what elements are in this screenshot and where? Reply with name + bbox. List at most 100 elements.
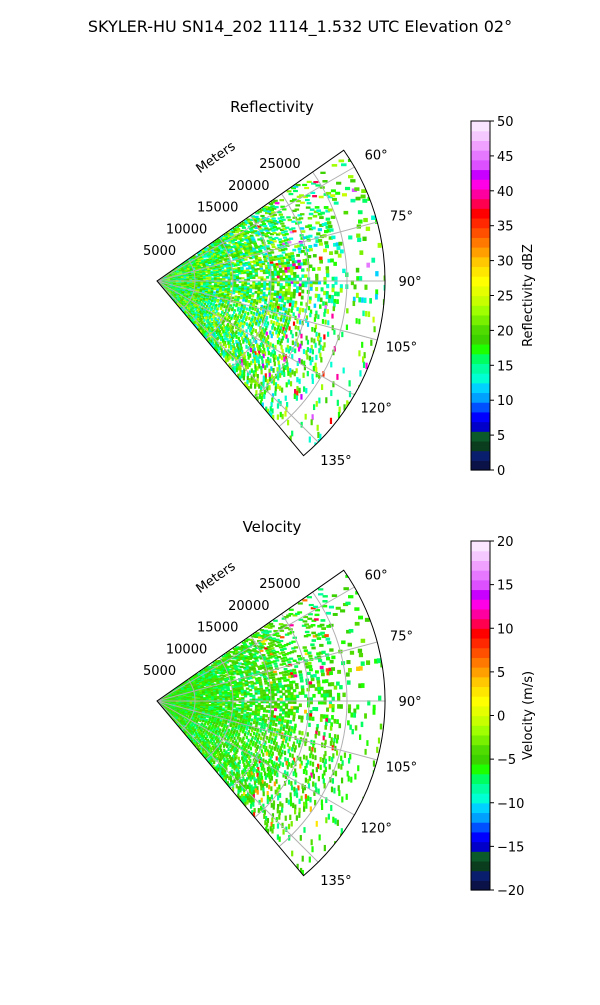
colorbar-segment (471, 199, 490, 209)
azimuth-tick-label: 90° (399, 275, 422, 290)
colorbar-segment (471, 431, 490, 441)
radial-tick-label: 10000 (166, 222, 207, 237)
reflectivity-title: Reflectivity (230, 98, 314, 116)
radial-tick-label: 25000 (259, 577, 300, 592)
colorbar-segment (471, 638, 490, 648)
colorbar-segment (471, 189, 490, 199)
colorbar-segment (471, 551, 490, 561)
colorbar-tick-label: 20 (497, 535, 514, 550)
colorbar-tick-label: 35 (497, 220, 514, 235)
colorbar-segment (471, 628, 490, 638)
colorbar-segment (471, 402, 490, 412)
colorbar-tick-label: 10 (497, 394, 514, 409)
colorbar-tick-label: −5 (497, 753, 516, 768)
velocity-title: Velocity (243, 518, 302, 536)
colorbar-segment (471, 783, 490, 793)
colorbar-segment (471, 334, 490, 344)
colorbar-segment (471, 570, 490, 580)
colorbar-segment (471, 706, 490, 716)
radial-tick-label: 15000 (197, 201, 238, 216)
azimuth-tick-label: 105° (386, 341, 417, 356)
colorbar-segment (471, 648, 490, 658)
colorbar-segment (471, 305, 490, 315)
colorbar-segment (471, 140, 490, 150)
colorbar-segment (471, 745, 490, 755)
colorbar-segment (471, 609, 490, 619)
colorbar-segment (471, 373, 490, 383)
colorbar-segment (471, 354, 490, 364)
azimuth-tick-label: 135° (320, 454, 351, 469)
colorbar-segment (471, 383, 490, 393)
colorbar-segment (471, 832, 490, 842)
reflectivity-panel: Reflectivity 500010000150002000025000Met… (143, 98, 536, 479)
colorbar-tick-label: 50 (497, 115, 514, 130)
colorbar-tick-label: 10 (497, 622, 514, 637)
colorbar-segment (471, 441, 490, 451)
colorbar-segment (471, 422, 490, 432)
colorbar-segment (471, 325, 490, 335)
colorbar-segment (471, 754, 490, 764)
colorbar-segment (471, 541, 490, 551)
radial-axis-label: Meters (194, 139, 239, 177)
azimuth-tick-label: 105° (386, 761, 417, 776)
colorbar-tick-label: 15 (497, 579, 514, 594)
colorbar-segment (471, 169, 490, 179)
colorbar-segment (471, 725, 490, 735)
radar-field (158, 575, 384, 876)
azimuth-tick-label: 90° (399, 695, 422, 710)
colorbar-segment (471, 803, 490, 813)
colorbar-tick-label: −15 (497, 840, 524, 855)
colorbar-segment (471, 315, 490, 325)
colorbar-segment (471, 218, 490, 228)
radial-tick-label: 15000 (197, 621, 238, 636)
colorbar-tick-label: −10 (497, 797, 524, 812)
colorbar-segment (471, 619, 490, 629)
colorbar-segment (471, 851, 490, 861)
colorbar-segment (471, 121, 490, 131)
radial-tick-label: 25000 (259, 157, 300, 172)
colorbar-tick-label: 5 (497, 666, 505, 681)
azimuth-tick-label: 135° (320, 874, 351, 889)
colorbar-segment (471, 812, 490, 822)
colorbar-segment (471, 667, 490, 677)
colorbar-segment (471, 774, 490, 784)
colorbar-segment (471, 735, 490, 745)
colorbar-segment (471, 266, 490, 276)
colorbar-segment (471, 247, 490, 257)
azimuth-tick-label: 60° (365, 148, 388, 163)
colorbar-tick-label: 45 (497, 150, 514, 165)
azimuth-tick-label: 120° (361, 822, 392, 837)
colorbar-segment (471, 131, 490, 141)
colorbar-segment (471, 363, 490, 373)
figure-suptitle: SKYLER-HU SN14_202 1114_1.532 UTC Elevat… (88, 17, 512, 37)
azimuth-tick-label: 120° (361, 402, 392, 417)
colorbar-label: Velocity (m/s) (521, 671, 536, 760)
colorbar-segment (471, 589, 490, 599)
colorbar-tick-label: 0 (497, 710, 505, 725)
colorbar-segment (471, 296, 490, 306)
radar-field (158, 159, 386, 449)
colorbar-segment (471, 880, 490, 890)
colorbar-segment (471, 208, 490, 218)
colorbar-segment (471, 160, 490, 170)
colorbar-segment (471, 460, 490, 470)
colorbar-segment (471, 861, 490, 871)
colorbar-segment (471, 560, 490, 570)
colorbar-segment (471, 179, 490, 189)
colorbar-segment (471, 580, 490, 590)
azimuth-tick-label: 60° (365, 568, 388, 583)
colorbar-label: Reflectivity dBZ (521, 244, 536, 347)
colorbar-segment (471, 412, 490, 422)
radial-tick-label: 10000 (166, 642, 207, 657)
azimuth-tick-label: 75° (390, 629, 413, 644)
colorbar-segment (471, 716, 490, 726)
colorbar-segment (471, 237, 490, 247)
colorbar-tick-label: 30 (497, 255, 514, 270)
azimuth-tick-label: 75° (390, 209, 413, 224)
colorbar-segment (471, 150, 490, 160)
